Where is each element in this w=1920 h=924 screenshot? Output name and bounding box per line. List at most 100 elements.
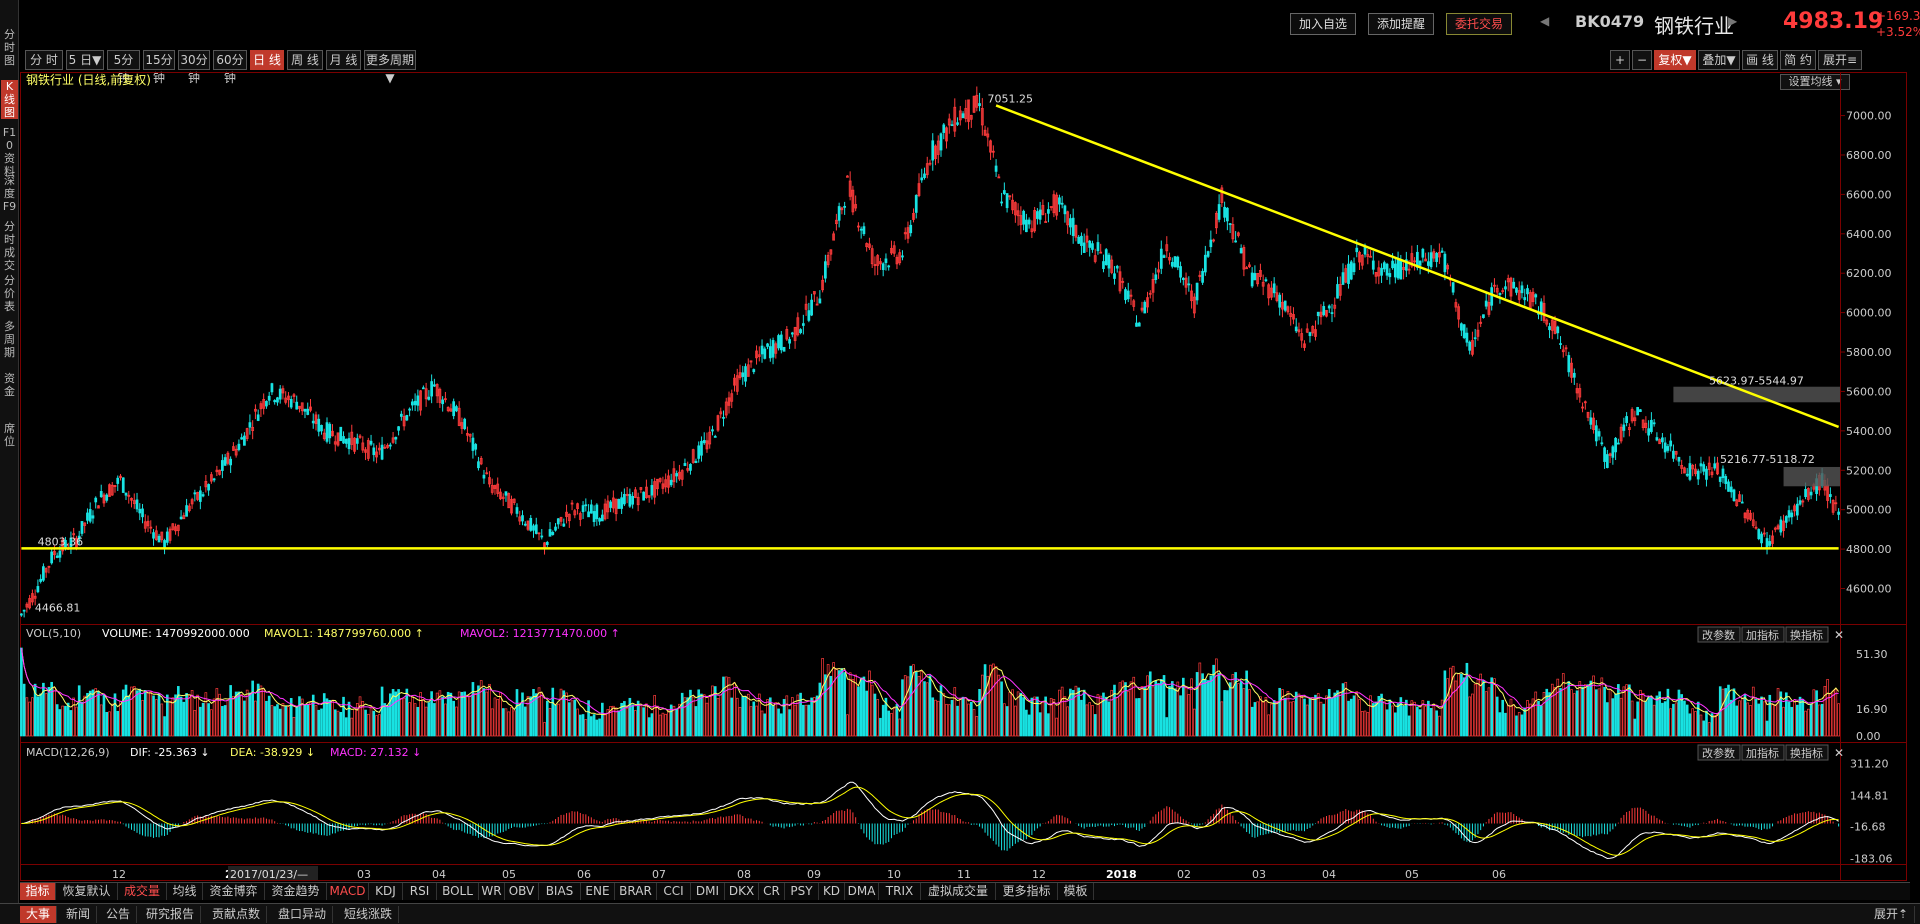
chart-tool-button-0[interactable]: +: [1610, 50, 1630, 70]
expand-button[interactable]: 展开⇡: [1868, 906, 1916, 923]
volume-bar: [584, 719, 588, 737]
volume-bar: [1124, 682, 1127, 737]
prev-stock-icon[interactable]: ◀: [1540, 14, 1550, 28]
volume-bar: [1082, 689, 1086, 737]
volume-bar: [1157, 683, 1160, 737]
side-tab-1[interactable]: K线图: [1, 80, 18, 119]
macd-panel-button[interactable]: [1785, 744, 1829, 761]
indicator-tab-8[interactable]: RSI: [403, 883, 437, 900]
macd-panel-button[interactable]: [1741, 744, 1785, 761]
period-button-4[interactable]: 30分钟: [178, 50, 210, 85]
side-tab-7[interactable]: 资金: [4, 372, 15, 398]
news-tab-6[interactable]: 短线涨跌: [338, 906, 400, 923]
volume-bar: [372, 710, 376, 737]
volume-bar: [556, 703, 560, 737]
indicator-tab-21[interactable]: DMA: [845, 883, 879, 900]
candle-body: [1025, 219, 1028, 233]
indicator-tab-10[interactable]: WR: [479, 883, 505, 900]
side-tab-3[interactable]: 深度F9: [2, 174, 17, 213]
ma-setting-button[interactable]: 设置均线 ▾: [1780, 74, 1850, 90]
indicator-tab-3[interactable]: 均线: [167, 883, 203, 900]
add-watchlist-button[interactable]: 加入自选: [1290, 13, 1357, 35]
side-tab-4[interactable]: 分时成交: [4, 220, 15, 272]
indicator-tab-9[interactable]: BOLL: [437, 883, 479, 900]
volume-bar: [143, 689, 147, 737]
news-tab-5[interactable]: 盘口异动: [272, 906, 334, 923]
chart-tool-button-6[interactable]: 展开≡: [1818, 50, 1862, 70]
indicator-tab-5[interactable]: 资金趋势: [265, 883, 327, 900]
indicator-tab-7[interactable]: KDJ: [369, 883, 403, 900]
volume-bar: [1011, 689, 1014, 737]
indicator-tab-16[interactable]: DMI: [691, 883, 725, 900]
chart-tool-button-1[interactable]: −: [1632, 50, 1652, 70]
news-tab-0[interactable]: 大事: [20, 906, 58, 923]
period-button-0[interactable]: 分 时: [25, 50, 63, 70]
volume-bar: [1283, 697, 1287, 737]
chart-tool-button-5[interactable]: 简 约: [1780, 50, 1816, 70]
candle-body: [645, 486, 648, 498]
side-tab-2[interactable]: F10资料: [2, 126, 17, 178]
candle-body: [939, 133, 943, 151]
price-tick-label: 6200.00: [1846, 267, 1892, 280]
indicator-tab-4[interactable]: 资金博弈: [203, 883, 265, 900]
volume-close-icon[interactable]: ✕: [1834, 628, 1844, 642]
side-tab-5[interactable]: 分价表: [4, 274, 15, 313]
macd-close-icon[interactable]: ✕: [1834, 746, 1844, 760]
volume-panel-button[interactable]: [1785, 626, 1829, 643]
kline-chart[interactable]: 钢铁行业 (日线,前复权) 7000.00 6800.00 6600.00 6400.0…: [20, 72, 1910, 882]
candle-body: [1724, 476, 1728, 484]
volume-bar: [744, 696, 747, 737]
candle-body: [1658, 439, 1662, 445]
side-tab-0[interactable]: 分时图: [4, 28, 15, 67]
indicator-tab-18[interactable]: CR: [759, 883, 785, 900]
period-button-3[interactable]: 15分钟: [143, 50, 175, 85]
period-button-5[interactable]: 60分钟: [213, 50, 247, 85]
period-button-6[interactable]: 日 线: [250, 50, 284, 70]
indicator-tab-0[interactable]: 指标: [20, 883, 56, 900]
period-button-1[interactable]: 5 日▼: [66, 50, 104, 70]
side-tab-8[interactable]: 席位: [4, 422, 15, 448]
side-tab-6[interactable]: 多周期: [4, 320, 15, 359]
indicator-tab-20[interactable]: KD: [819, 883, 845, 900]
indicator-tab-12[interactable]: BIAS: [539, 883, 581, 900]
indicator-tab-17[interactable]: DKX: [725, 883, 759, 900]
indicator-tab-13[interactable]: ENE: [581, 883, 615, 900]
period-button-7[interactable]: 周 线: [287, 50, 323, 70]
candle-body: [1234, 240, 1237, 243]
period-button-2[interactable]: 5分钟: [107, 50, 140, 85]
indicator-tab-11[interactable]: OBV: [505, 883, 539, 900]
indicator-tab-6[interactable]: MACD: [327, 883, 369, 900]
chart-tool-button-3[interactable]: 叠加▼: [1698, 50, 1740, 70]
indicator-tab-14[interactable]: BRAR: [615, 883, 657, 900]
period-button-9[interactable]: 更多周期▼: [364, 50, 416, 85]
volume-bar: [719, 694, 723, 737]
period-button-8[interactable]: 月 线: [326, 50, 361, 70]
candle-body: [422, 387, 425, 390]
next-stock-icon[interactable]: ▶: [1728, 14, 1738, 28]
indicator-tab-2[interactable]: 成交量: [118, 883, 167, 900]
volume-bar: [815, 695, 819, 737]
news-tab-2[interactable]: 公告: [100, 906, 138, 923]
chart-tool-button-4[interactable]: 画 线: [1742, 50, 1778, 70]
indicator-tab-19[interactable]: PSY: [785, 883, 819, 900]
indicator-tab-25[interactable]: 模板: [1058, 883, 1094, 900]
add-alert-button[interactable]: 添加提醒: [1368, 13, 1435, 35]
indicator-tab-23[interactable]: 虚拟成交量: [921, 883, 996, 900]
candle-body: [678, 471, 681, 480]
news-tab-1[interactable]: 新闻: [60, 906, 98, 923]
volume-bar: [548, 708, 552, 737]
volume-panel-button[interactable]: [1697, 626, 1741, 643]
news-tab-4[interactable]: 贡献点数: [206, 906, 268, 923]
candle-body: [1548, 326, 1551, 331]
candle-body: [377, 447, 381, 451]
news-tab-3[interactable]: 研究报告: [140, 906, 202, 923]
volume-panel-button[interactable]: [1741, 626, 1785, 643]
indicator-tab-24[interactable]: 更多指标: [996, 883, 1058, 900]
trade-button[interactable]: 委托交易: [1446, 13, 1513, 35]
macd-panel-button[interactable]: [1697, 744, 1741, 761]
indicator-tab-22[interactable]: TRIX: [879, 883, 921, 900]
candle-body: [1410, 253, 1414, 267]
indicator-tab-1[interactable]: 恢复默认: [56, 883, 118, 900]
indicator-tab-15[interactable]: CCI: [657, 883, 691, 900]
chart-tool-button-2[interactable]: 复权▼: [1654, 50, 1696, 70]
